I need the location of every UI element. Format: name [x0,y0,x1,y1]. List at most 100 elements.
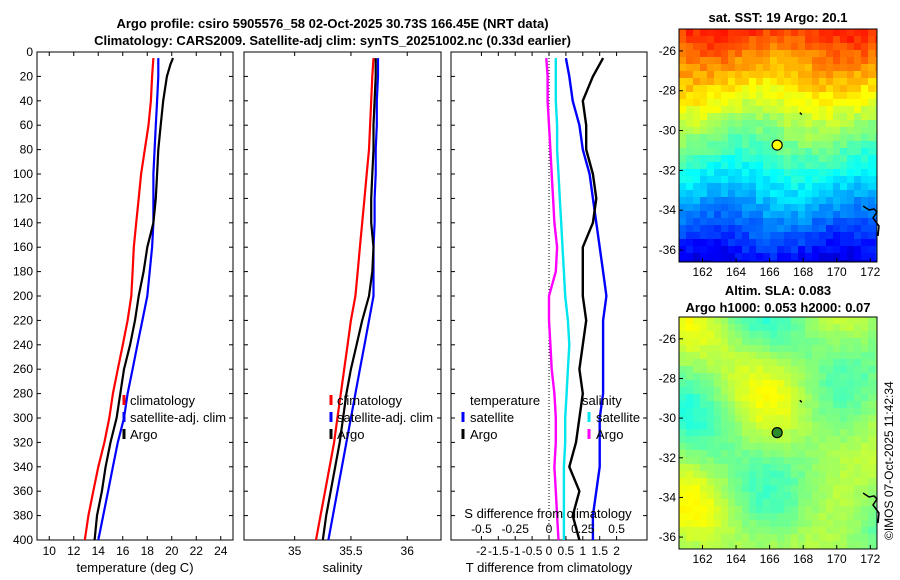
sla-cell [826,401,833,408]
sst-cell [840,43,847,50]
sla-cell [812,338,819,345]
sla-cell [826,429,833,436]
sst-cell [714,176,721,183]
sst-cell [819,78,826,85]
sla-cell [693,422,700,429]
sst-cell [721,50,728,57]
sst-cell [812,99,819,106]
sla-cell [714,436,721,443]
sst-cell [847,85,854,92]
sla-cell [735,450,742,457]
sla-cell [812,352,819,359]
sla-cell [777,471,784,478]
sla-cell [714,464,721,471]
sla-cell [714,457,721,464]
sla-cell [875,450,877,457]
sla-cell [763,492,770,499]
sla-cell [868,471,875,478]
sla-cell [728,478,735,485]
sst-cell [805,197,812,204]
sst-cell [756,78,763,85]
sal-legend-label: satellite-adj. clim [337,410,433,425]
sst-cell [840,134,847,141]
sst-cell [819,246,826,253]
sla-cell [868,457,875,464]
sst-cell [819,36,826,43]
sla-cell [847,443,854,450]
sst-cell [770,29,777,36]
diff-s-tick-label: 0.5 [608,522,625,536]
sst-cell [805,71,812,78]
sla-cell [812,415,819,422]
sst-cell [798,239,805,246]
sst-cell [763,43,770,50]
sst-cell [861,239,868,246]
sst-cell [770,162,777,169]
sst-cell [777,218,784,225]
sla-cell [812,499,819,506]
sst-cell [728,162,735,169]
sst-cell [721,183,728,190]
sst-cell [686,232,693,239]
sst-cell [812,43,819,50]
sla-cell [721,527,728,534]
sst-cell [812,190,819,197]
sst-cell [784,197,791,204]
sst-cell [798,225,805,232]
sla-cell [875,394,877,401]
sla-cell [854,317,861,324]
sst-cell [777,36,784,43]
figure-title-line2: Climatology: CARS2009. Satellite-adj cli… [94,33,571,48]
sst-cell [700,162,707,169]
sla-ytick-label: -30 [659,411,677,425]
sst-cell [742,218,749,225]
sst-cell [686,176,693,183]
sst-cell [812,183,819,190]
sla-cell [847,338,854,345]
sst-cell [798,134,805,141]
sst-cell [679,78,686,85]
sst-cell [686,36,693,43]
sla-cell [728,541,735,548]
diff-legend-left-label: satellite [470,410,514,425]
sla-cell [798,387,805,394]
sla-cell [812,380,819,387]
sla-cell [735,401,742,408]
sst-cell [700,183,707,190]
sla-cell [847,471,854,478]
sst-cell [798,57,805,64]
temp-xtick-label: 10 [43,544,57,558]
sla-cell [686,317,693,324]
sla-cell [868,415,875,422]
sst-cell [742,106,749,113]
sst-cell [679,232,686,239]
sst-cell [861,232,868,239]
sla-cell [728,324,735,331]
sst-cell [875,260,877,262]
sla-cell [756,345,763,352]
sst-cell [777,85,784,92]
sst-cell [840,176,847,183]
sst-cell [770,113,777,120]
sst-cell [847,92,854,99]
sst-cell [770,92,777,99]
sla-xtick-label: 168 [793,552,813,566]
sst-cell [728,190,735,197]
sla-cell [777,401,784,408]
sla-cell [756,436,763,443]
sla-ytick-label: -36 [659,530,677,544]
sst-cell [763,99,770,106]
sst-cell [833,225,840,232]
sst-cell [728,134,735,141]
sst-cell [679,85,686,92]
sst-cell [840,260,847,262]
sla-cell [875,380,877,387]
sla-cell [693,394,700,401]
sst-axes-frame [678,28,878,263]
sst-cell [854,99,861,106]
sla-cell [756,443,763,450]
sst-cell [812,57,819,64]
sla-cell [777,513,784,520]
sla-cell [728,331,735,338]
sst-cell [749,92,756,99]
